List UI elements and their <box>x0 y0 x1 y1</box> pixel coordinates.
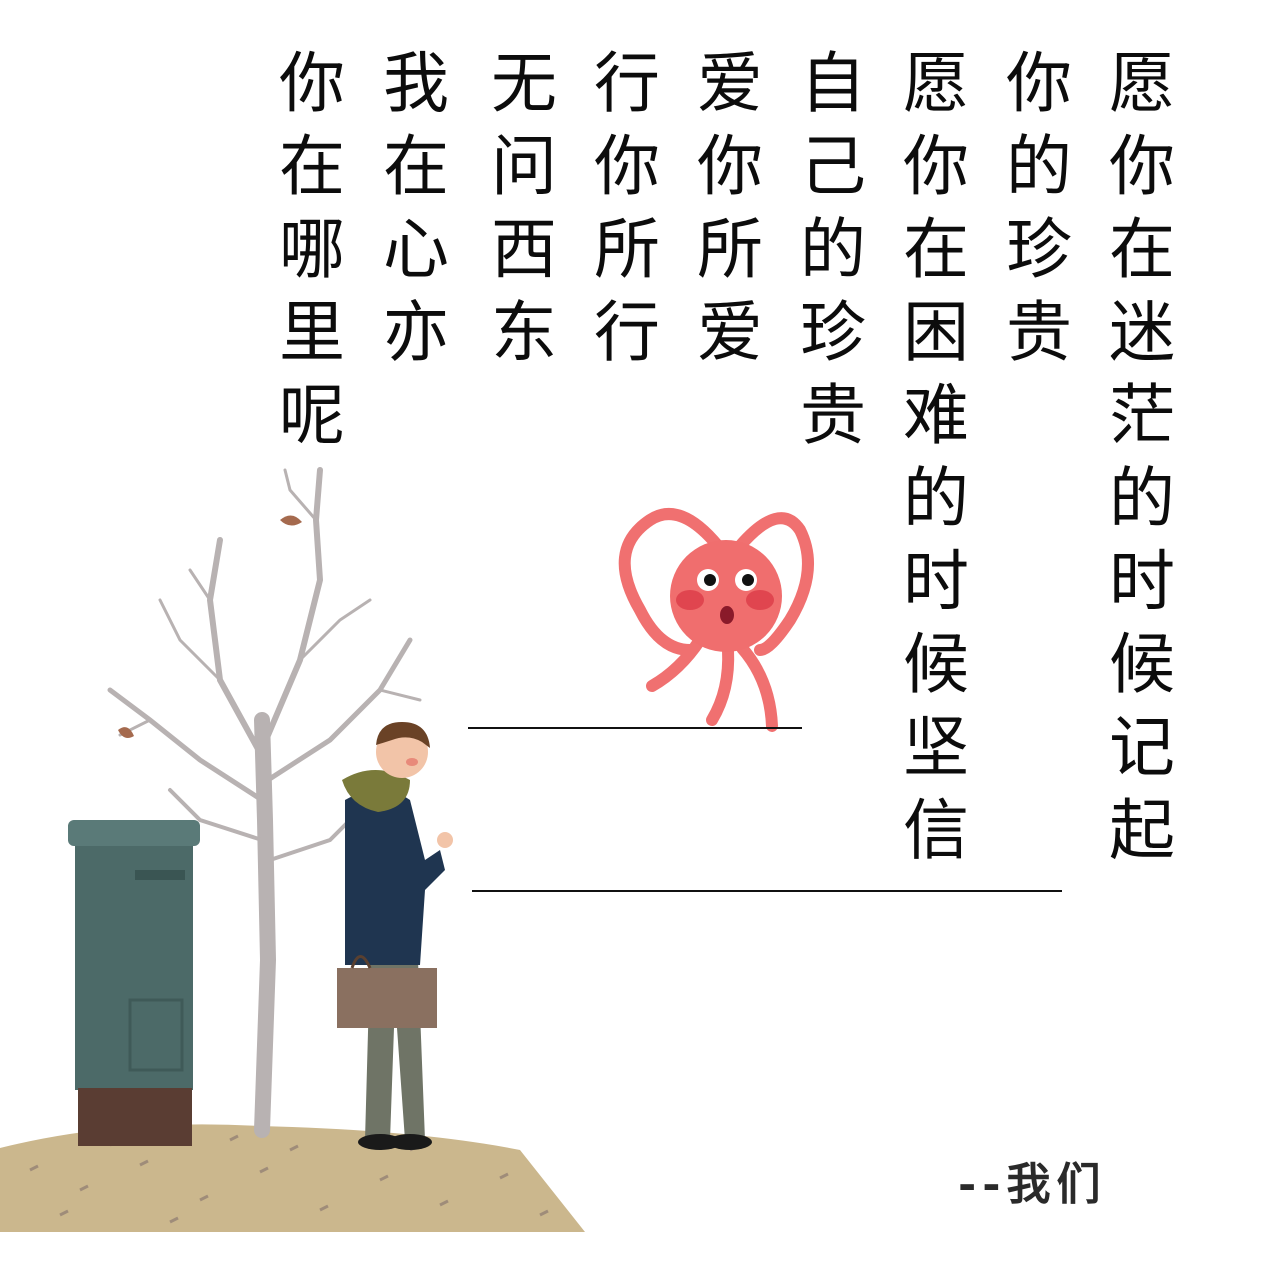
poem-char: 我 <box>383 45 449 122</box>
poem-column: 爱你所爱 <box>688 42 772 374</box>
poem-char: 起 <box>1109 792 1175 869</box>
poem-char: 你 <box>1006 45 1072 122</box>
poem-char: 的 <box>800 211 866 288</box>
poem-column: 行你所行 <box>585 42 669 374</box>
poem-char: 在 <box>383 128 449 205</box>
poem-char: 你 <box>903 128 969 205</box>
poem-column: 你在哪里呢 <box>270 42 354 457</box>
poem-char: 己 <box>800 128 866 205</box>
divider-line <box>468 727 802 729</box>
poem-char: 的 <box>1109 460 1175 537</box>
poem-char: 珍 <box>1006 211 1072 288</box>
poem-char: 行 <box>594 45 660 122</box>
poem-char: 呢 <box>279 377 345 454</box>
poem-char: 问 <box>491 128 557 205</box>
poem-char: 候 <box>1109 626 1175 703</box>
poem-char: 贵 <box>1006 294 1072 371</box>
poem-column: 愿你在迷茫的时候记起 <box>1100 42 1184 872</box>
poem-char: 的 <box>903 460 969 537</box>
poem-column: 我在心亦 <box>374 42 458 374</box>
poem-char: 贵 <box>800 377 866 454</box>
mailbox-icon <box>68 820 200 1146</box>
octopus-heart-icon <box>618 507 814 732</box>
poem-char: 所 <box>594 211 660 288</box>
man-figure-icon <box>337 722 453 1150</box>
poem-char: 爱 <box>697 45 763 122</box>
poem-char: 时 <box>1109 543 1175 620</box>
poem-char: 茫 <box>1109 377 1175 454</box>
poem-char: 候 <box>903 626 969 703</box>
poem-char: 的 <box>1006 128 1072 205</box>
poem-column: 无问西东 <box>482 42 566 374</box>
poem-char: 行 <box>594 294 660 371</box>
poem-char: 你 <box>697 128 763 205</box>
poem-column: 你的珍贵 <box>997 42 1081 374</box>
poem-char: 你 <box>1109 128 1175 205</box>
poem-char: 你 <box>594 128 660 205</box>
divider-line <box>472 890 1062 892</box>
poem-char: 在 <box>1109 211 1175 288</box>
poem-column: 自己的珍贵 <box>791 42 875 457</box>
poem-char: 所 <box>697 211 763 288</box>
poem-char: 自 <box>800 45 866 122</box>
poem-char: 时 <box>903 543 969 620</box>
poem-char: 信 <box>903 792 969 869</box>
poem-char: 在 <box>279 128 345 205</box>
poem-char: 你 <box>279 45 345 122</box>
poem-char: 亦 <box>383 294 449 371</box>
poem-char: 困 <box>903 294 969 371</box>
poem-char: 记 <box>1109 709 1175 786</box>
poem-char: 无 <box>491 45 557 122</box>
poem-char: 珍 <box>800 294 866 371</box>
signature: --我们 <box>958 1159 1107 1210</box>
poem-char: 哪 <box>279 211 345 288</box>
poem-char: 西 <box>491 211 557 288</box>
poem-char: 心 <box>383 211 449 288</box>
poem-char: 难 <box>903 377 969 454</box>
poem-column: 愿你在困难的时候坚信 <box>894 42 978 872</box>
poem-char: 坚 <box>903 709 969 786</box>
poem-char: 迷 <box>1109 294 1175 371</box>
poem-char: 里 <box>279 294 345 371</box>
leaf-icon <box>118 515 302 738</box>
poem-char: 愿 <box>1109 45 1175 122</box>
poem-char: 愿 <box>903 45 969 122</box>
poem-char: 在 <box>903 211 969 288</box>
poem-char: 东 <box>491 294 557 371</box>
poem-char: 爱 <box>697 294 763 371</box>
